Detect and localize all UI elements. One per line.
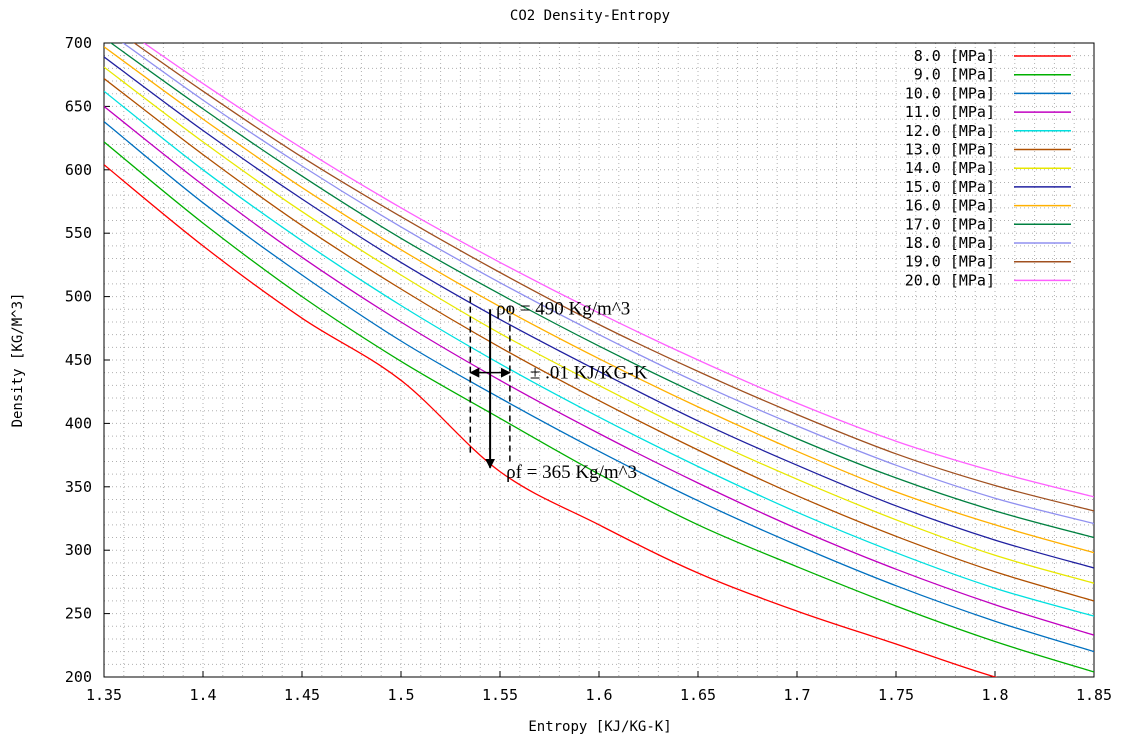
x-tick-label: 1.45 [284, 686, 320, 704]
x-tick-label: 1.55 [482, 686, 518, 704]
legend-label: 14.0 [MPa] [905, 159, 995, 177]
x-tick-label: 1.6 [585, 686, 612, 704]
y-tick-label: 350 [65, 478, 92, 496]
x-tick-label: 1.65 [680, 686, 716, 704]
x-tick-label: 1.7 [783, 686, 810, 704]
chart-title: CO2 Density-Entropy [510, 8, 670, 24]
y-tick-label: 250 [65, 605, 92, 623]
legend-label: 11.0 [MPa] [905, 103, 995, 121]
series-line [109, 43, 1094, 539]
legend-label: 8.0 [MPa] [914, 47, 995, 65]
x-tick-label: 1.4 [189, 686, 216, 704]
series-line [104, 56, 1094, 569]
series-line [104, 121, 1094, 653]
series-line [104, 66, 1094, 584]
legend-label: 19.0 [MPa] [905, 253, 995, 271]
y-axis-label: Density [KG/M^3] [10, 293, 26, 428]
y-tick-label: 600 [65, 161, 92, 179]
rho-f-label: ρf = 365 Kg/m^3 [506, 462, 637, 483]
y-tick-label: 500 [65, 288, 92, 306]
x-tick-label: 1.75 [878, 686, 914, 704]
y-tick-label: 200 [65, 668, 92, 686]
y-axis-ticks: 200 250 300 350 400 450 500 550 600 650 700 [65, 34, 110, 686]
legend-label: 13.0 [MPa] [905, 141, 995, 159]
y-tick-label: 650 [65, 97, 92, 115]
legend-label: 12.0 [MPa] [905, 122, 995, 140]
legend: 8.0 [MPa]9.0 [MPa]10.0 [MPa]11.0 [MPa]12… [905, 47, 1071, 289]
x-tick-label: 1.35 [86, 686, 122, 704]
y-tick-label: 550 [65, 224, 92, 242]
legend-label: 9.0 [MPa] [914, 66, 995, 84]
series-line [122, 43, 1094, 525]
y-tick-label: 300 [65, 541, 92, 559]
series-line [133, 43, 1094, 512]
series-line [104, 46, 1094, 554]
series-line [104, 77, 1094, 602]
legend-label: 17.0 [MPa] [905, 215, 995, 233]
series-line [104, 141, 1094, 673]
series-line [104, 164, 998, 677]
series-lines [104, 43, 1094, 677]
x-tick-label: 1.5 [387, 686, 414, 704]
legend-label: 10.0 [MPa] [905, 84, 995, 102]
series-line [104, 90, 1094, 617]
x-tick-label: 1.8 [981, 686, 1008, 704]
y-tick-label: 700 [65, 34, 92, 52]
series-line [142, 43, 1094, 498]
x-axis-ticks: 1.35 1.4 1.45 1.5 1.55 1.6 1.65 1.7 1.75 1.8 1.85 [86, 671, 1112, 704]
delta-s-label: ± .01 KJ/KG-K [530, 363, 648, 384]
legend-label: 18.0 [MPa] [905, 234, 995, 252]
rho-o-label: ρo = 490 Kg/m^3 [496, 298, 630, 319]
annotation-group: ρo = 490 Kg/m^3 ρf = 365 Kg/m^3 ± .01 KJ… [469, 296, 648, 483]
legend-label: 15.0 [MPa] [905, 178, 995, 196]
legend-label: 20.0 [MPa] [905, 271, 995, 289]
y-tick-label: 450 [65, 351, 92, 369]
x-tick-label: 1.85 [1076, 686, 1112, 704]
grid [104, 43, 1094, 677]
x-axis-label: Entropy [KJ/KG-K] [528, 719, 671, 735]
series-line [104, 105, 1094, 636]
y-tick-label: 400 [65, 414, 92, 432]
legend-label: 16.0 [MPa] [905, 197, 995, 215]
